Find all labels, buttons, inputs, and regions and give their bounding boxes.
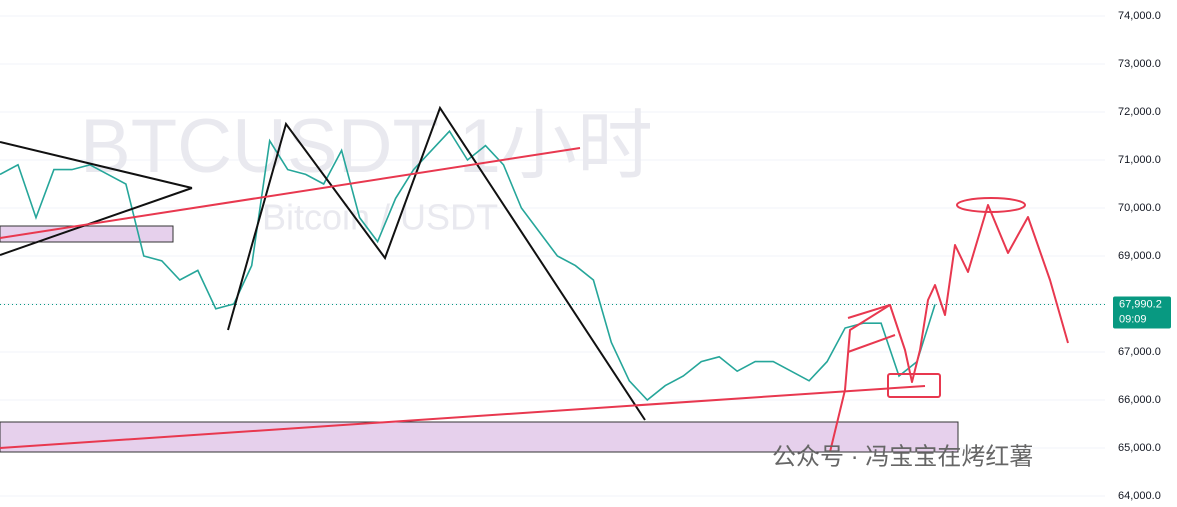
y-tick-label: 71,000.0 <box>1118 154 1161 166</box>
last-price-box <box>1113 296 1171 329</box>
y-tick-label: 64,000.0 <box>1118 490 1161 502</box>
zone <box>0 225 174 243</box>
footer-note: 公众号 · 冯宝宝在烤红薯 <box>772 443 1033 470</box>
y-tick-label: 67,000.0 <box>1118 346 1161 358</box>
price-line <box>0 129 936 402</box>
countdown-label: 09:09 <box>1119 313 1147 325</box>
watermark-title: BTCUSDT 1小时 <box>80 104 653 189</box>
y-tick-label: 70,000.0 <box>1118 202 1161 214</box>
y-tick-label: 74,000.0 <box>1118 10 1161 22</box>
y-tick-label: 72,000.0 <box>1118 106 1161 118</box>
y-tick-label: 66,000.0 <box>1118 394 1161 406</box>
y-tick-label: 73,000.0 <box>1118 58 1161 70</box>
drawings-black <box>0 105 646 421</box>
zone <box>0 421 959 453</box>
last-price-label: 67,990.2 <box>1119 298 1162 310</box>
y-tick-label: 65,000.0 <box>1118 442 1161 454</box>
drawings-red <box>0 147 1069 453</box>
y-tick-label: 69,000.0 <box>1118 250 1161 262</box>
watermark-subtitle: Bitcoin / USDT <box>262 197 498 238</box>
